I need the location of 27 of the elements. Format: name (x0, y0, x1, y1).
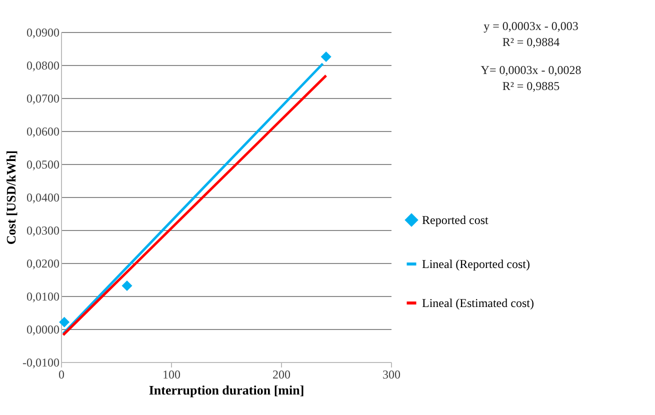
text: R² = 0,9884 (502, 35, 560, 49)
text: R² = 0,9885 (502, 79, 560, 93)
point (59, 316, 70, 328)
text: y = 0,0003x - 0,003 (484, 19, 578, 33)
x-tick-label: 100 (162, 368, 180, 382)
legend-label: Lineal (Estimated cost) (422, 296, 534, 310)
y-tick-label: 0,0400 (26, 190, 60, 204)
legend-label: Lineal (Reported cost) (422, 257, 530, 271)
y-tick-label: 0,0600 (26, 124, 60, 138)
y-tick-label: 0,0900 (26, 26, 60, 40)
x-axis-title: Interruption duration [min] (148, 382, 304, 398)
y-tick-label: 0,0000 (26, 322, 60, 336)
x-tick-label: 0 (58, 368, 64, 382)
y-tick-label: 0,0700 (26, 92, 60, 106)
y-axis-title: Cost [USD/kWh] (4, 150, 19, 245)
x-tick-label: 200 (272, 368, 290, 382)
point (320, 52, 332, 62)
point (122, 280, 132, 292)
y-tick-label: -0,0100 (22, 356, 60, 370)
legend-label: Reported cost (422, 213, 489, 227)
y-tick-label: 0,0500 (26, 158, 60, 172)
y-tick-label: 0,0300 (26, 224, 60, 238)
y-tick-label: 0,0200 (26, 256, 60, 270)
text: Y= 0,0003x - 0,0028 (480, 63, 582, 77)
x-tick-label: 300 (382, 368, 400, 382)
y-tick-label: 0,0800 (26, 58, 60, 72)
y-tick-label: 0,0100 (26, 290, 60, 304)
